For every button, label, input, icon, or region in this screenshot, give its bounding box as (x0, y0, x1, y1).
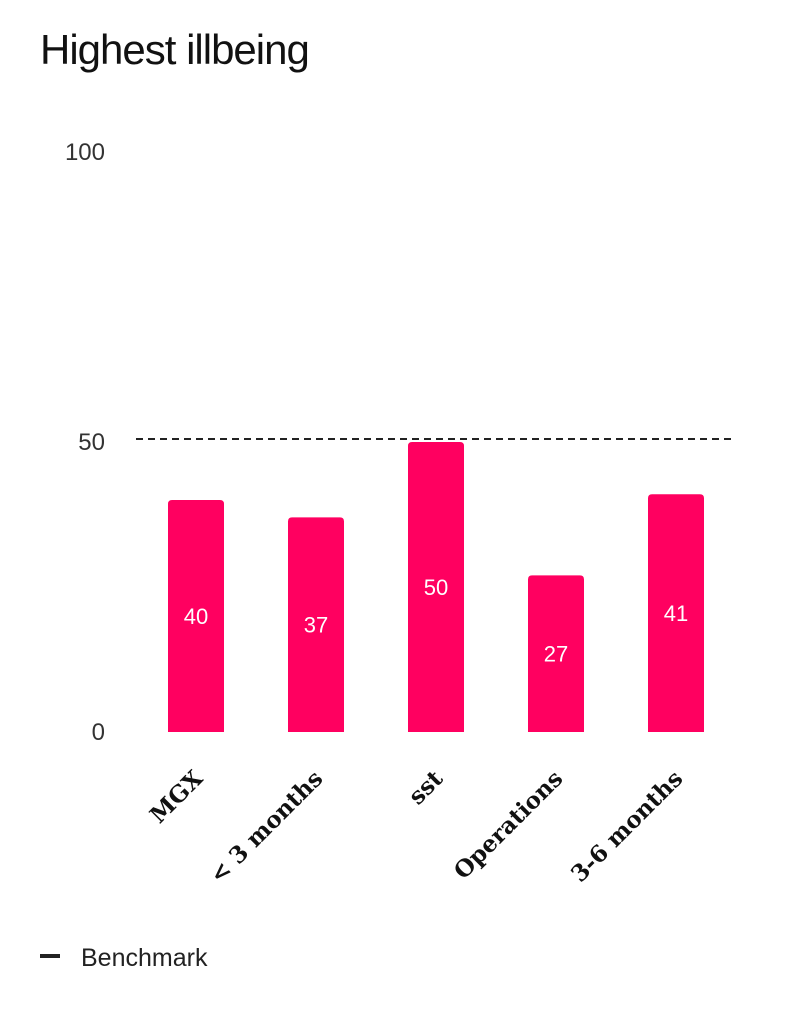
bar-4[interactable] (648, 494, 704, 732)
bar-chart: 0 50 100 40 37 50 27 41 MGX< 3 months sst Operat… (65, 139, 734, 889)
benchmark-legend-swatch (40, 953, 60, 958)
bar-0[interactable] (168, 500, 224, 732)
category-label-1: < 3 months (205, 765, 329, 889)
category-label-3: Operations (449, 765, 569, 885)
y-tick-label-1: 50 (78, 429, 105, 456)
category-label-4: 3-6 months (566, 765, 689, 888)
bar-2[interactable] (408, 442, 464, 732)
bar-value-labels: 40 37 50 27 41 (184, 575, 688, 667)
bar-value-label-4: 41 (664, 601, 688, 626)
bar-value-label-0: 40 (184, 604, 208, 629)
category-label-2: sst (403, 765, 448, 810)
bar-value-label-1: 37 (304, 613, 328, 638)
benchmark-legend-label: Benchmark (81, 944, 208, 972)
y-tick-label-2: 100 (65, 139, 105, 166)
bar-value-label-3: 27 (544, 642, 568, 667)
chart-title: Highest illbeing (40, 26, 310, 73)
bar-3[interactable] (528, 575, 584, 732)
y-tick-label-0: 0 (92, 719, 105, 746)
bars-group (168, 442, 704, 732)
bar-value-label-2: 50 (424, 575, 448, 600)
bar-1[interactable] (288, 517, 344, 732)
legend: Benchmark (40, 944, 207, 973)
category-label-0: MGX (145, 765, 209, 829)
y-axis-ticks: 0 50 100 (65, 139, 105, 746)
